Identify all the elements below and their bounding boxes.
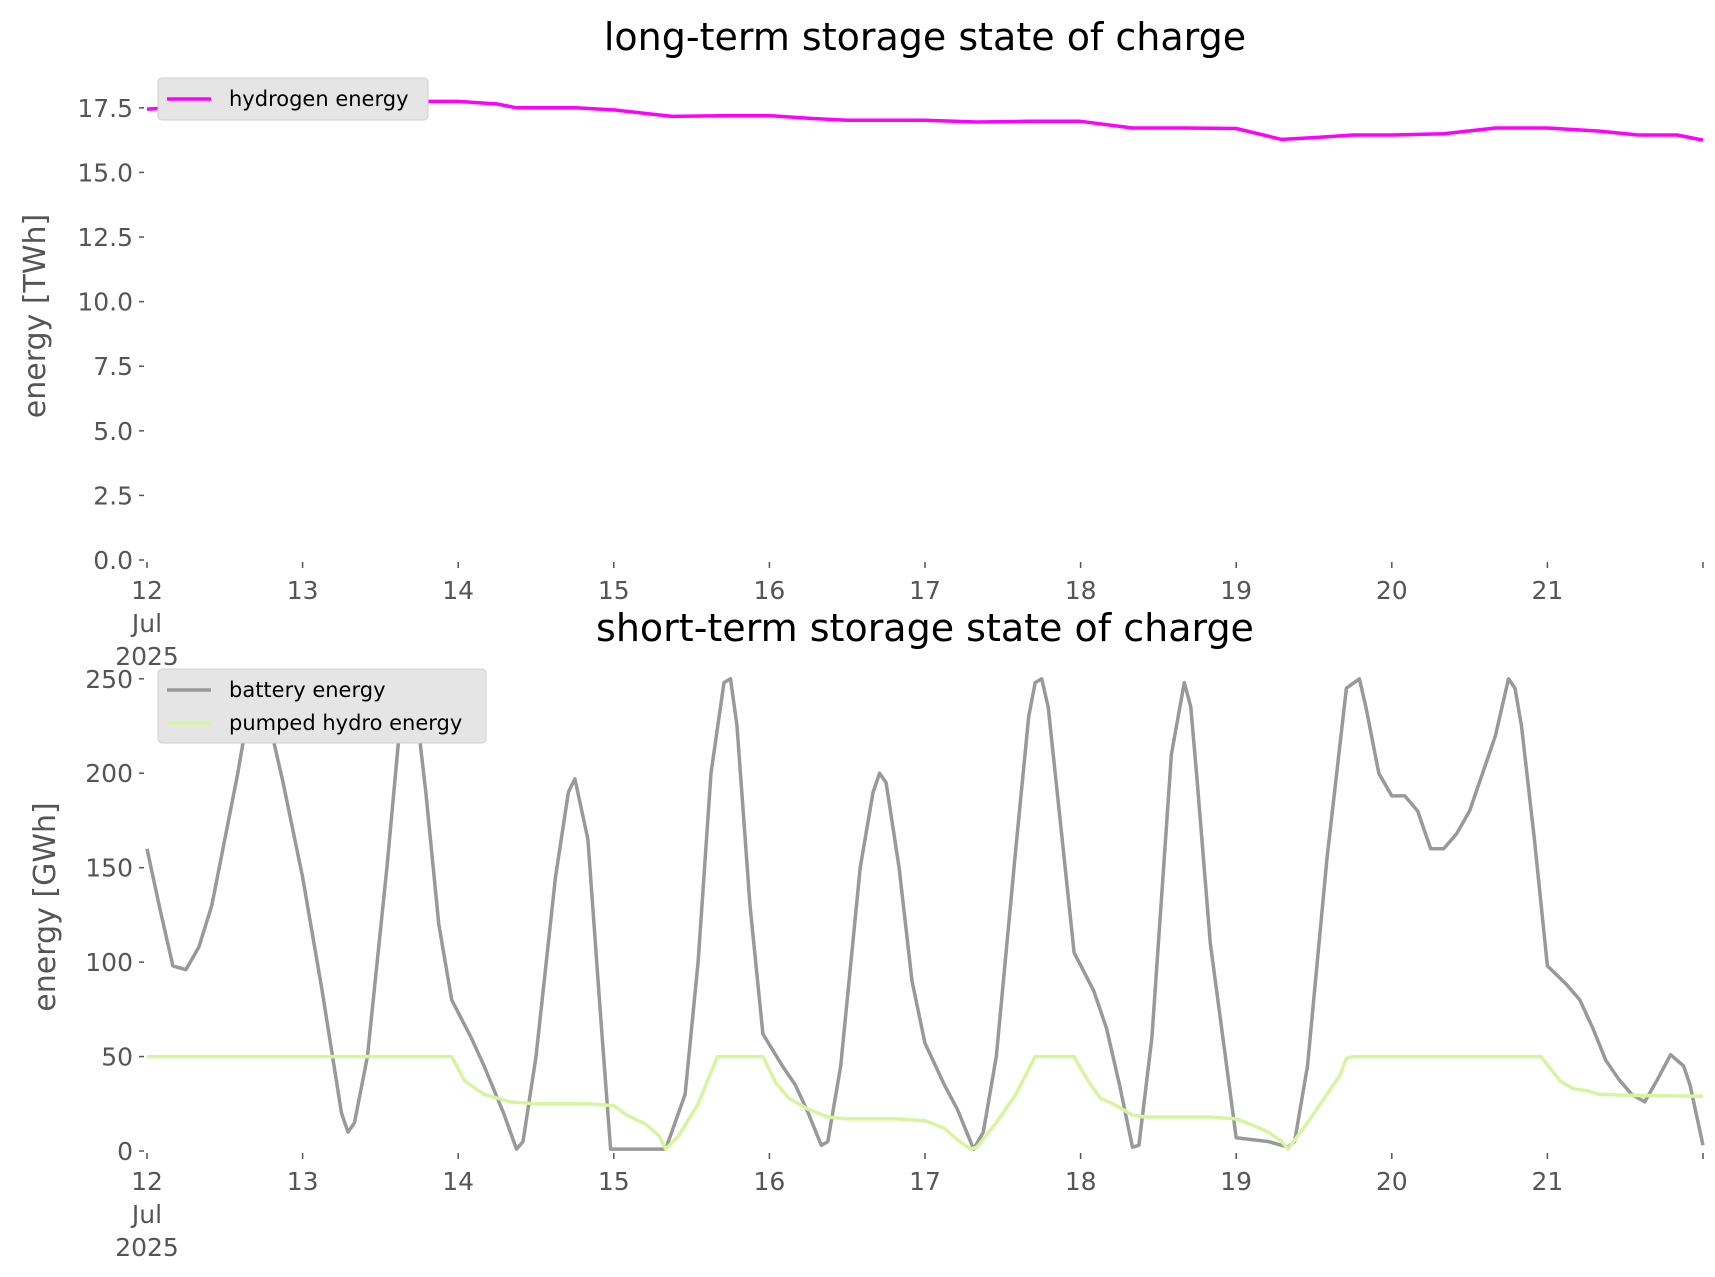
y-axis-label: energy [TWh] — [18, 214, 53, 418]
chart-panel-2: short-term storage state of charge energy… — [28, 606, 1705, 1262]
legend-box — [157, 77, 429, 121]
chart-panel-1: long-term storage state of charge energy … — [18, 15, 1704, 671]
y-tick-label: 15.0 — [77, 158, 133, 187]
y-tick-label: 12.5 — [77, 223, 133, 252]
x-tick-label: 17 — [909, 1167, 941, 1196]
y-axis-label: energy [GWh] — [28, 802, 63, 1011]
y-tick-label: 2.5 — [93, 481, 133, 510]
y-tick-label: 0 — [117, 1137, 133, 1166]
y-tick-label: 0.0 — [93, 546, 133, 575]
x-tick-label: 20 — [1376, 1167, 1408, 1196]
x-tick-label: 18 — [1065, 1167, 1097, 1196]
y-tick-label: 7.5 — [93, 352, 133, 381]
x-tick-label: 13 — [287, 576, 319, 605]
x-tick-label: 12 — [131, 1167, 163, 1196]
x-tick-label: 17 — [909, 576, 941, 605]
x-tick-label: 16 — [753, 1167, 785, 1196]
series-line-pumped-hydro-energy — [147, 1054, 1704, 1151]
series-line-battery-energy — [145, 677, 1705, 1151]
x-tick-label: 13 — [287, 1167, 319, 1196]
y-tick-label: 5.0 — [93, 417, 133, 446]
legend: hydrogen energy — [157, 77, 429, 121]
y-tick-label: 50 — [101, 1043, 133, 1072]
x-tick-label: 20 — [1376, 576, 1408, 605]
x-tick-label: 14 — [442, 1167, 474, 1196]
legend-label: hydrogen energy — [229, 87, 409, 111]
y-tick-label: 17.5 — [77, 94, 133, 123]
x-tick-label: 19 — [1220, 1167, 1252, 1196]
series-line-hydrogen-energy — [146, 99, 1704, 142]
legend-box — [157, 668, 487, 744]
x-tick-label: 2025 — [115, 642, 179, 671]
chart-title: short-term storage state of charge — [596, 606, 1254, 650]
y-tick-label: 150 — [85, 854, 133, 883]
x-tick-label: 15 — [598, 576, 630, 605]
x-tick-label: 19 — [1220, 576, 1252, 605]
y-tick-label: 250 — [85, 665, 133, 694]
x-tick-label: Jul — [130, 609, 162, 638]
y-tick-label: 10.0 — [77, 288, 133, 317]
y-tick-label: 100 — [85, 948, 133, 977]
x-tick-label: Jul — [130, 1200, 162, 1229]
x-tick-label: 16 — [753, 576, 785, 605]
x-tick-label: 21 — [1531, 576, 1563, 605]
x-tick-label: 12 — [131, 576, 163, 605]
legend-label: pumped hydro energy — [229, 711, 462, 735]
x-tick-label: 14 — [442, 576, 474, 605]
x-tick-label: 2025 — [115, 1233, 179, 1262]
legend: battery energy pumped hydro energy — [157, 668, 487, 744]
x-tick-label: 15 — [598, 1167, 630, 1196]
x-tick-label: 21 — [1531, 1167, 1563, 1196]
x-tick-label: 18 — [1065, 576, 1097, 605]
y-tick-label: 200 — [85, 759, 133, 788]
chart-title: long-term storage state of charge — [604, 15, 1246, 59]
legend-label: battery energy — [229, 678, 386, 702]
